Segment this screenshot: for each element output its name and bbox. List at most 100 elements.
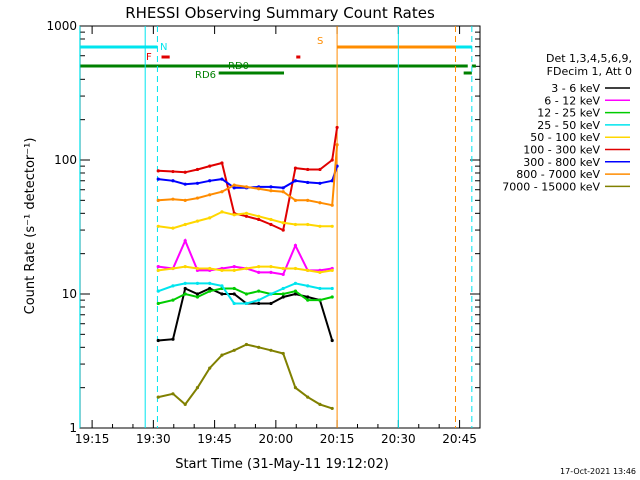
data-point — [183, 222, 187, 227]
y-tick-label: 1000 — [46, 19, 77, 33]
data-point — [232, 292, 236, 296]
axes: 19:15 19:30 19:45 20:00 20:15 20:30 20:45 1 10 10… — [46, 19, 480, 446]
x-axis-label: Start Time (31-May-11 19:12:02) — [175, 457, 389, 472]
data-point — [195, 181, 200, 185]
x-tick-label: 20:00 — [259, 432, 294, 446]
data-point — [183, 292, 187, 296]
data-point — [183, 286, 187, 291]
plot-frame — [79, 25, 481, 429]
data-point — [156, 177, 160, 181]
data-point — [257, 289, 261, 293]
data-point — [281, 295, 285, 299]
data-point — [208, 366, 212, 370]
data-point — [208, 266, 212, 271]
flag-label-f: F — [146, 52, 152, 63]
data-point — [318, 402, 322, 407]
legend-entry: 6 - 12 keV — [544, 94, 600, 107]
data-point — [293, 179, 298, 183]
data-point — [171, 226, 175, 230]
data-point — [208, 289, 212, 293]
data-point — [293, 292, 298, 296]
data-point — [306, 295, 310, 299]
data-point — [244, 266, 249, 271]
data-point — [156, 289, 160, 293]
data-point — [244, 301, 249, 306]
legend-header: FDecim 1, Att 0 — [547, 65, 632, 78]
data-point — [156, 224, 160, 228]
data-point — [281, 351, 285, 356]
data-point — [257, 214, 261, 218]
data-point — [195, 167, 200, 172]
data-point — [171, 298, 175, 302]
data-point — [232, 183, 236, 187]
data-point — [156, 265, 160, 269]
data-point — [220, 190, 224, 194]
data-point — [269, 222, 273, 227]
data-point — [244, 292, 249, 296]
data-point — [269, 348, 273, 352]
data-point — [183, 170, 187, 174]
data-point — [335, 125, 339, 130]
data-point — [232, 286, 236, 291]
data-point — [269, 292, 273, 296]
data-point — [330, 295, 334, 299]
data-point — [208, 216, 212, 220]
series-lines — [156, 125, 339, 411]
data-point — [306, 284, 310, 288]
series-line — [158, 287, 334, 342]
data-point — [330, 286, 334, 291]
data-point — [257, 265, 261, 269]
y-tick-label: 1 — [69, 421, 77, 435]
data-point — [232, 213, 236, 217]
legend-entry: 300 - 800 keV — [523, 156, 600, 169]
data-point — [318, 286, 322, 291]
data-point — [195, 281, 200, 285]
y-tick-label: 100 — [54, 153, 77, 167]
data-point — [269, 270, 273, 274]
x-tick-label: 19:15 — [75, 432, 110, 446]
data-point — [156, 169, 160, 173]
data-point — [281, 228, 285, 232]
data-point — [335, 143, 339, 147]
data-point — [269, 185, 273, 189]
data-point — [244, 185, 249, 189]
data-point — [208, 193, 212, 197]
data-point — [293, 266, 298, 271]
x-tick-label: 20:15 — [320, 432, 355, 446]
data-point — [244, 211, 249, 215]
y-tick-label: 10 — [62, 287, 77, 301]
data-point — [330, 406, 334, 411]
data-point — [269, 265, 273, 269]
data-point — [330, 158, 334, 162]
data-point — [306, 167, 310, 172]
data-point — [244, 214, 249, 218]
data-point — [330, 224, 334, 228]
data-point — [293, 289, 298, 293]
data-point — [171, 179, 175, 183]
data-point — [281, 286, 285, 291]
legend-entry: 12 - 25 keV — [537, 107, 600, 120]
data-point — [269, 301, 273, 306]
series-line — [158, 343, 333, 410]
flag-label-rd6: RD6 — [195, 70, 216, 81]
data-point — [220, 292, 224, 296]
data-point — [156, 338, 160, 343]
data-point — [281, 186, 285, 190]
data-point — [220, 177, 224, 181]
data-point — [318, 201, 322, 205]
data-point — [281, 292, 285, 296]
data-point — [195, 266, 200, 271]
series-line — [158, 127, 339, 232]
data-point — [220, 353, 224, 357]
data-point — [330, 338, 334, 343]
data-point — [318, 270, 322, 274]
data-point — [183, 239, 187, 243]
data-point — [269, 189, 273, 193]
data-point — [257, 301, 261, 306]
legend: Det 1,3,4,5,6,9,FDecim 1, Att 0 3 - 6 keV… — [502, 52, 632, 193]
x-tick-label: 19:45 — [197, 432, 232, 446]
data-point — [232, 265, 236, 269]
data-point — [244, 342, 249, 347]
legend-entry: 800 - 7000 keV — [516, 168, 600, 181]
